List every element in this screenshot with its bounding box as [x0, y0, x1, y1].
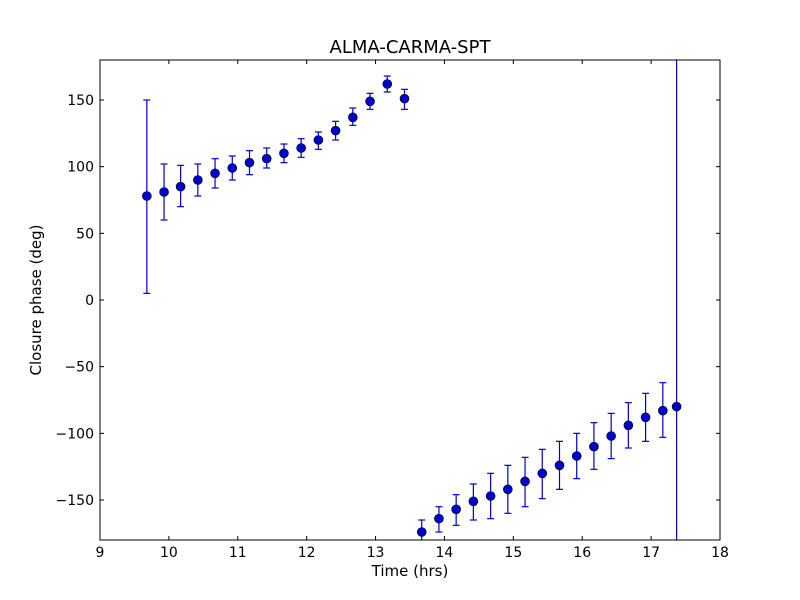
data-point [279, 148, 289, 159]
data-point [193, 175, 203, 185]
data-point [640, 412, 651, 423]
x-tick-label: 9 [96, 545, 105, 561]
data-point [623, 420, 634, 431]
y-tick-label: 150 [67, 93, 94, 109]
data-point [520, 476, 530, 487]
x-tick-label: 14 [436, 545, 454, 561]
y-tick-label: 50 [76, 226, 94, 242]
data-point [382, 79, 393, 89]
data-point [330, 125, 341, 136]
data-point [175, 181, 186, 192]
data-point [365, 96, 375, 107]
x-tick-label: 11 [229, 545, 247, 561]
y-tick-label: 100 [67, 160, 94, 176]
data-point [554, 460, 565, 471]
y-tick-label: −100 [56, 426, 94, 442]
data-points [142, 79, 682, 537]
data-point [485, 491, 496, 501]
data-point [313, 135, 324, 145]
data-point [210, 168, 220, 179]
data-point [468, 496, 479, 507]
data-point [671, 401, 682, 412]
data-point [244, 157, 255, 168]
data-point [434, 513, 444, 524]
data-point [348, 112, 358, 123]
x-tick-label: 16 [573, 545, 591, 561]
plot-frame [99, 59, 721, 541]
x-tick-label: 17 [642, 545, 660, 561]
data-point [142, 191, 152, 201]
x-axis-ticks: 9 10 11 12 13 14 15 16 17 18 [96, 60, 729, 561]
data-point [227, 163, 238, 173]
data-point [606, 431, 616, 441]
data-point [261, 153, 272, 164]
y-axis-ticks: 150 100 50 0 −50 −100 −150 [56, 93, 720, 509]
y-axis-label: Closure phase (deg) [27, 225, 45, 376]
data-point [537, 468, 548, 479]
plot-area [100, 60, 720, 540]
x-tick-label: 15 [504, 545, 522, 561]
data-point [589, 441, 599, 452]
y-tick-label: −150 [56, 493, 94, 509]
chart-title: ALMA-CARMA-SPT [330, 37, 492, 58]
x-tick-label: 13 [367, 545, 385, 561]
data-point [296, 143, 306, 153]
data-point [658, 405, 668, 416]
data-point [503, 484, 513, 495]
data-point [451, 504, 461, 515]
data-point [399, 93, 410, 104]
x-tick-label: 18 [711, 545, 729, 561]
y-tick-label: 0 [85, 293, 94, 309]
data-point [416, 527, 427, 537]
data-point [571, 451, 582, 461]
data-point [159, 187, 169, 197]
x-tick-label: 12 [298, 545, 316, 561]
y-tick-label: −50 [64, 360, 94, 376]
x-axis-label: Time (hrs) [371, 562, 449, 580]
x-tick-label: 10 [160, 545, 178, 561]
